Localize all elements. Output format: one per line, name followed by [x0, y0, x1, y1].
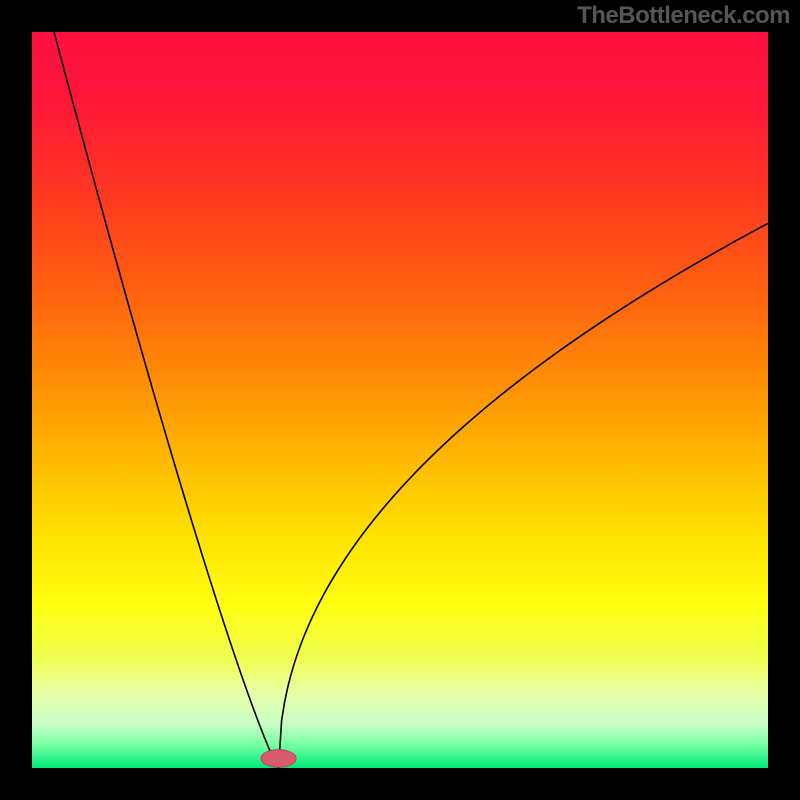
- chart-background: [32, 32, 768, 768]
- watermark-text: TheBottleneck.com: [577, 2, 790, 30]
- chart-plot-area: [32, 32, 768, 768]
- chart-svg: [32, 32, 768, 768]
- chart-outer-frame: TheBottleneck.com: [0, 0, 800, 800]
- optimal-point-marker: [261, 750, 296, 768]
